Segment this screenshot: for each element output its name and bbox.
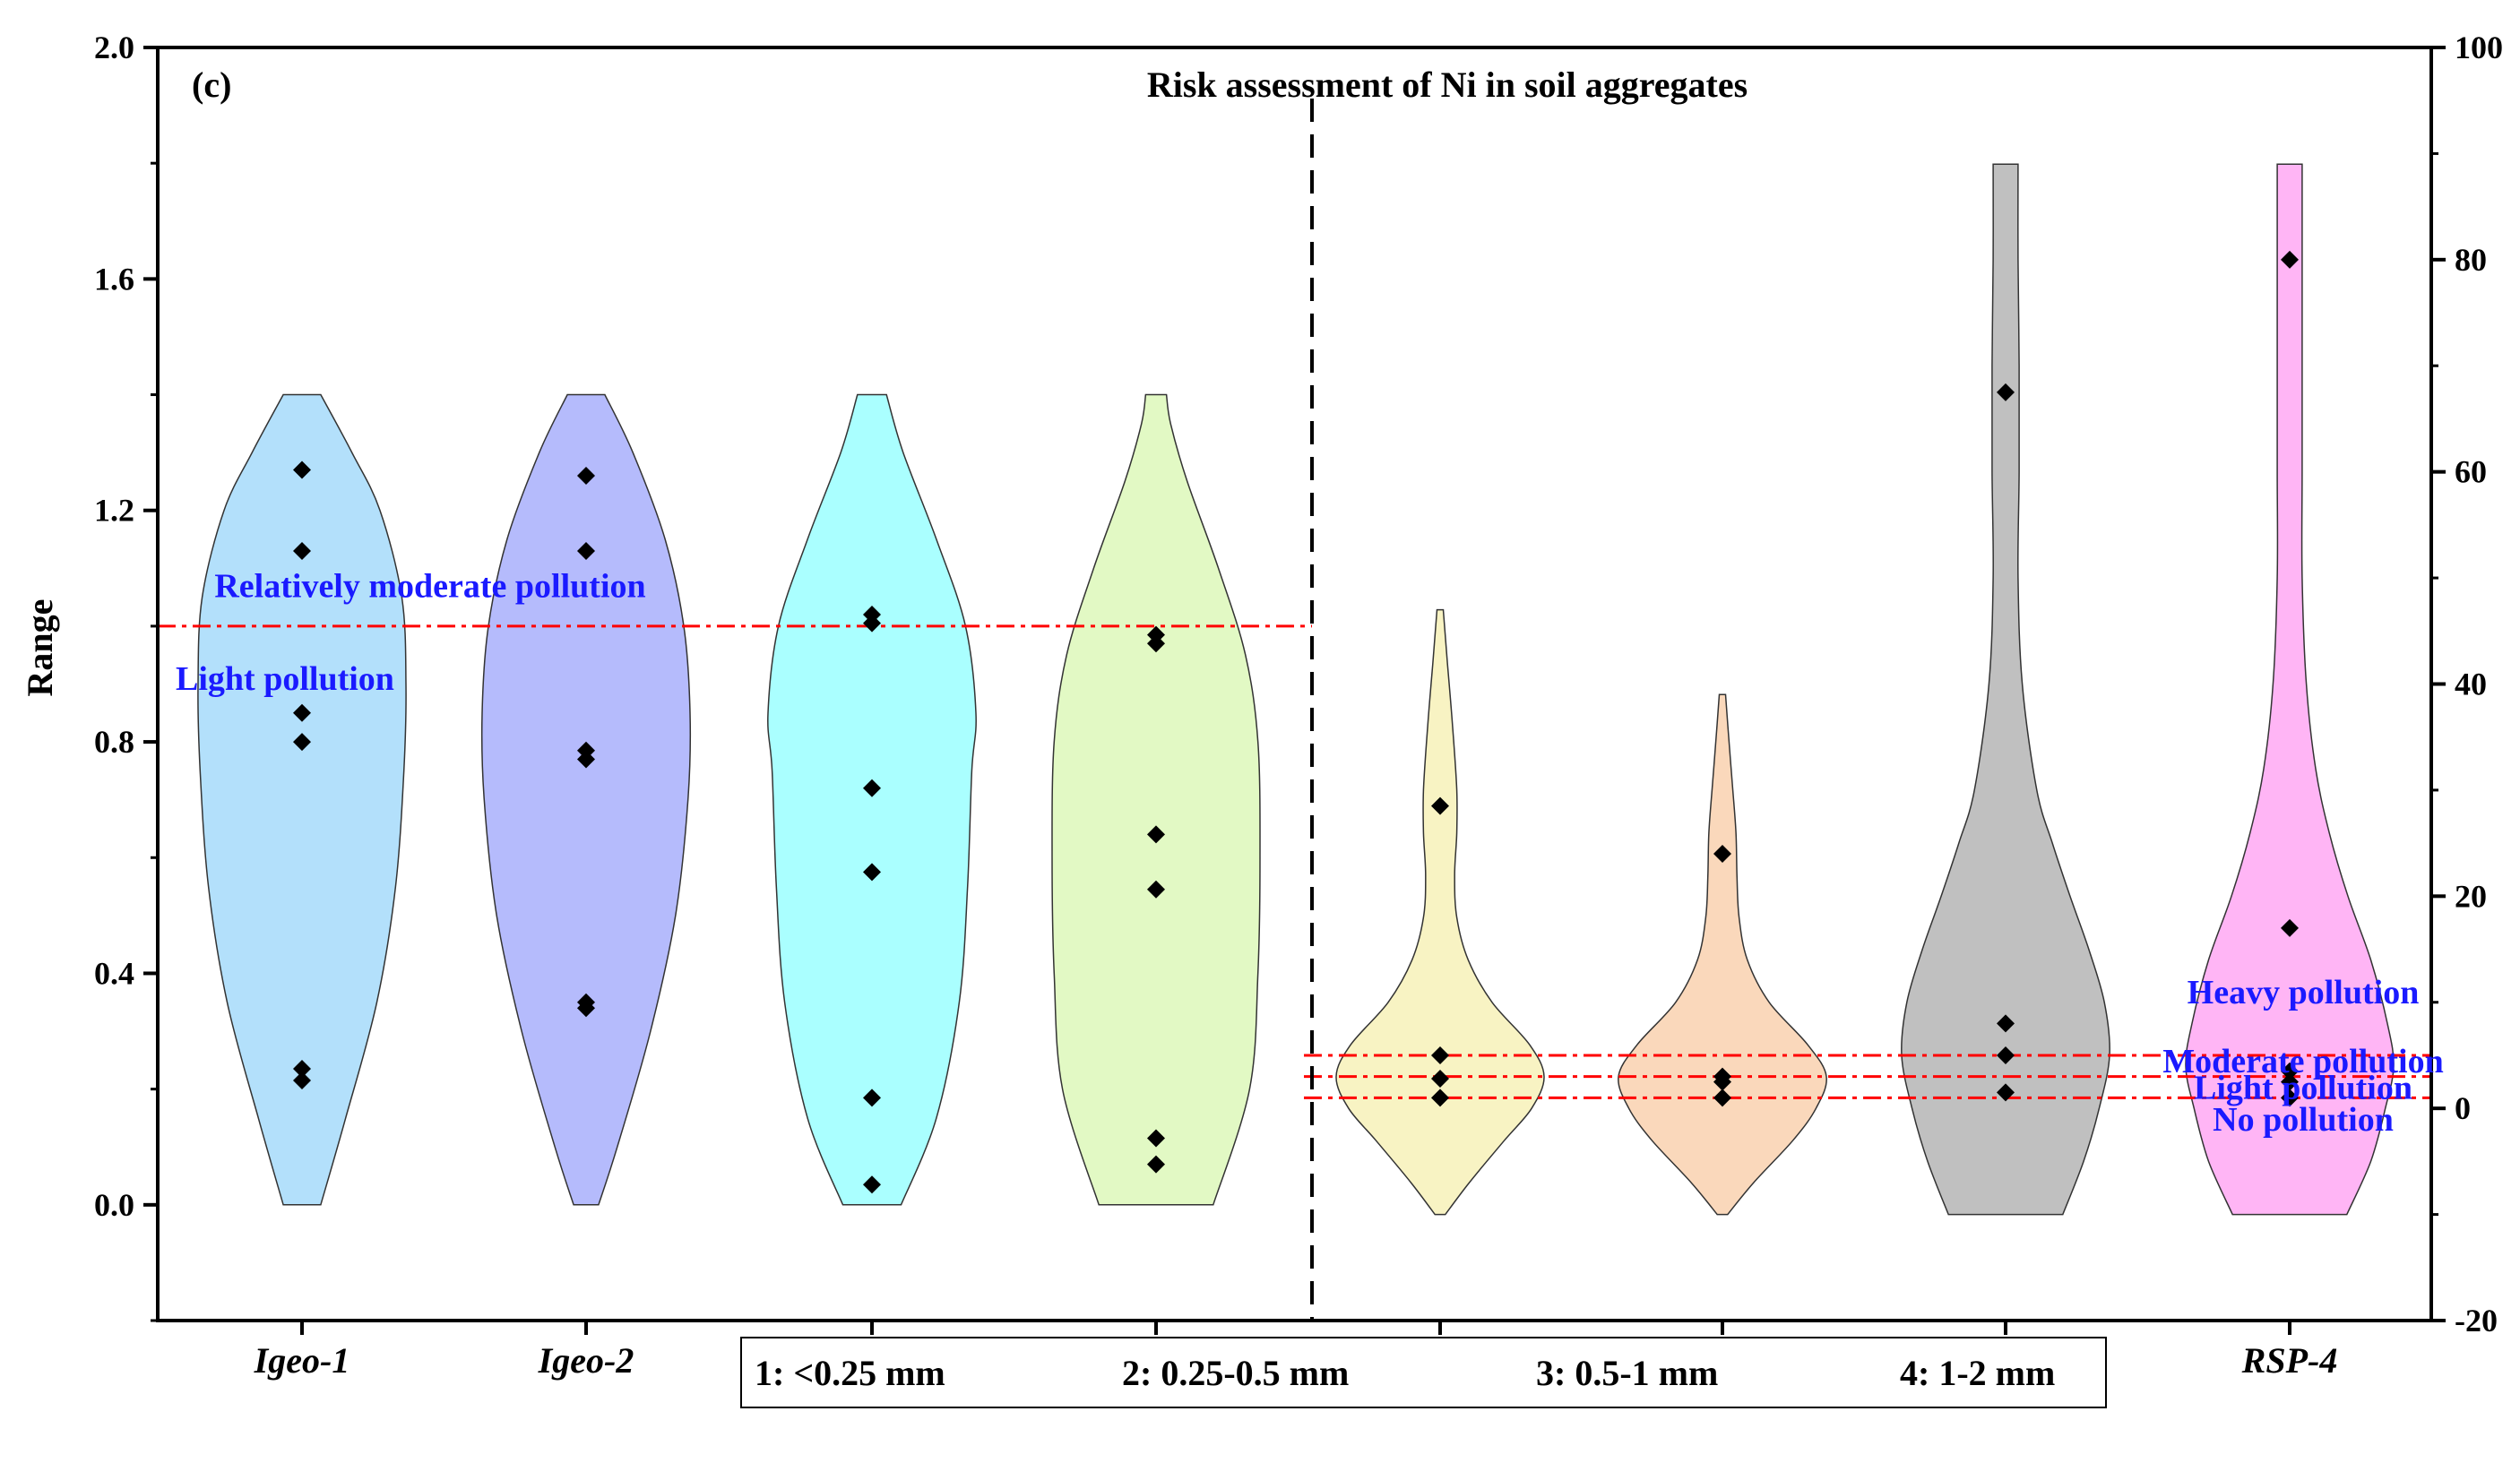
zone-label: Moderate pollution xyxy=(2162,1043,2443,1080)
right-tick-label: 40 xyxy=(2455,667,2487,702)
data-point xyxy=(1147,825,1165,844)
data-point xyxy=(1147,1155,1165,1174)
data-point xyxy=(1713,1072,1731,1091)
data-point xyxy=(1431,796,1449,815)
data-point xyxy=(577,541,595,560)
right-axis: -20 0 20 40 60 80 100 xyxy=(2431,30,2503,1338)
panel-label: (c) xyxy=(192,65,231,105)
legend-entry: 1: <0.25 mm xyxy=(755,1353,945,1393)
violin-igeo-4 xyxy=(1051,393,1261,1206)
data-point xyxy=(577,466,595,485)
zone-label: Heavy pollution xyxy=(2188,974,2420,1011)
left-tick-label: 0.0 xyxy=(94,1187,134,1223)
legend-box xyxy=(740,1337,2107,1408)
data-points xyxy=(293,250,2299,1194)
data-point xyxy=(2281,918,2299,937)
data-point xyxy=(1431,1070,1449,1089)
violin-igeo-1 xyxy=(197,393,407,1206)
right-tick-label: 0 xyxy=(2455,1090,2471,1126)
data-point xyxy=(863,779,881,797)
violin-igeo-3 xyxy=(767,393,977,1206)
left-tick-label: 1.6 xyxy=(94,261,134,297)
data-point xyxy=(2281,1089,2299,1107)
data-point xyxy=(577,750,595,769)
data-point xyxy=(863,1175,881,1194)
data-point xyxy=(293,733,311,752)
category-label: Igeo-1 xyxy=(254,1340,350,1381)
category-label: RSP-4 xyxy=(2241,1340,2338,1381)
category-label: Igeo-2 xyxy=(538,1340,634,1381)
left-tick-label: 1.2 xyxy=(94,493,134,529)
data-point xyxy=(1713,844,1731,863)
left-axis: 0.0 0.4 0.8 1.2 1.6 2.0 xyxy=(94,30,158,1322)
data-point xyxy=(293,541,311,560)
data-point xyxy=(1997,1046,2015,1064)
violins xyxy=(197,163,2395,1216)
data-point xyxy=(293,703,311,722)
violin-igeo-2 xyxy=(480,393,692,1206)
zone-label: No pollution xyxy=(2213,1101,2394,1139)
data-point xyxy=(863,863,881,882)
zone-label: Light pollution xyxy=(2194,1069,2412,1106)
chart-title: Risk assessment of Ni in soil aggregates xyxy=(1147,65,1748,105)
data-point xyxy=(1431,1089,1449,1107)
left-tick-label: 0.8 xyxy=(94,724,134,760)
data-point xyxy=(1997,1014,2015,1033)
data-point xyxy=(1431,1046,1449,1064)
data-point xyxy=(1997,383,2015,401)
threshold-lines xyxy=(158,624,2431,1099)
legend-entry: 3: 0.5-1 mm xyxy=(1536,1353,1718,1393)
legend: 1: <0.25 mm 2: 0.25-0.5 mm 3: 0.5-1 mm 4… xyxy=(740,1337,2107,1408)
data-point xyxy=(2281,250,2299,269)
data-point xyxy=(2281,1072,2299,1091)
right-tick-label: 100 xyxy=(2455,30,2503,65)
left-tick-label: 0.4 xyxy=(94,955,134,991)
data-point xyxy=(577,999,595,1018)
violin-rsp-1 xyxy=(1335,608,1545,1216)
legend-entry: 4: 1-2 mm xyxy=(1900,1353,2055,1393)
right-tick-label: -20 xyxy=(2455,1303,2498,1338)
left-tick-label: 2.0 xyxy=(94,30,134,65)
data-point xyxy=(1997,1083,2015,1102)
legend-entry: 2: 0.25-0.5 mm xyxy=(1122,1353,1349,1393)
data-point xyxy=(293,1060,311,1079)
data-point xyxy=(1147,1129,1165,1148)
violin-rsp-2 xyxy=(1618,693,1827,1216)
violin-rsp-3 xyxy=(1901,163,2110,1216)
violin-rsp-4 xyxy=(2185,163,2395,1216)
zone-labels: Relatively moderate pollution Light pollu… xyxy=(176,568,2444,1139)
zone-label: Light pollution xyxy=(176,660,394,698)
data-point xyxy=(863,1089,881,1107)
data-point xyxy=(293,1071,311,1089)
data-point xyxy=(293,460,311,479)
right-tick-label: 60 xyxy=(2455,454,2487,490)
y-axis-title: Range xyxy=(20,599,60,697)
data-point xyxy=(863,614,881,633)
data-point xyxy=(2281,1062,2299,1080)
right-tick-label: 20 xyxy=(2455,878,2487,914)
zone-label: Relatively moderate pollution xyxy=(214,568,645,606)
data-point xyxy=(1713,1089,1731,1107)
right-tick-label: 80 xyxy=(2455,242,2487,278)
data-point xyxy=(1147,880,1165,899)
data-point xyxy=(1147,634,1165,653)
